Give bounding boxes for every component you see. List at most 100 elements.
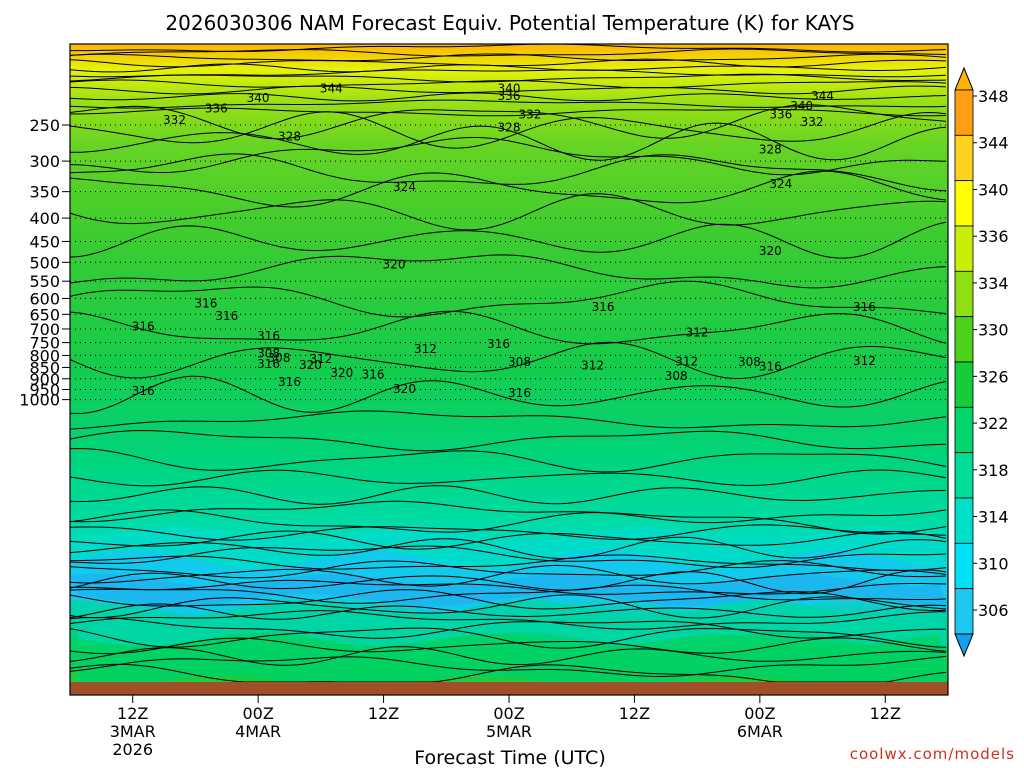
plot-area: 344 3403363403363323443403363323323283283…: [69, 43, 949, 696]
contour-line: [69, 254, 947, 289]
contour-label: 308: [268, 351, 291, 365]
colorbar: 306 310 314 318 322 326 330 334 336 340 344 348: [954, 66, 1009, 658]
contour-label: 328: [498, 120, 521, 134]
contour-label: 308: [508, 355, 531, 369]
contour-label: 320: [393, 382, 416, 396]
contour-line: [69, 170, 947, 208]
contour-line: [70, 584, 947, 604]
colorbar-label: 336: [978, 227, 1009, 246]
x-tick-label: 00Z: [493, 704, 524, 723]
contour-line: [69, 617, 947, 639]
contour-label: 332: [801, 115, 824, 129]
contour-line: [69, 469, 947, 487]
contour-label: 320: [330, 366, 353, 380]
contour-label: 336: [769, 107, 792, 121]
contour-label: 316: [362, 367, 385, 381]
y-axis: 2503003504004505005506006507007508008509…: [19, 116, 70, 410]
contour-line: [69, 85, 947, 95]
contour-label: 332: [518, 107, 541, 121]
color-band: [70, 574, 948, 606]
contour-line: [69, 111, 947, 149]
contour-label: 312: [853, 354, 876, 368]
colorbar-label: 348: [978, 87, 1009, 106]
contour-label: 316: [487, 337, 510, 351]
y-tick-label: 900: [29, 370, 60, 389]
y-tick-label: 650: [29, 305, 60, 324]
contour-line: [69, 92, 947, 102]
contour-label: 320: [759, 244, 782, 258]
contour-line: [69, 410, 947, 430]
contour-line: [69, 79, 947, 89]
contour-line: [69, 429, 947, 452]
contour-label: 312: [686, 326, 709, 340]
contour-line: [69, 564, 947, 587]
colorbar-label: 310: [978, 554, 1009, 573]
contour-line: [70, 122, 947, 161]
contour-label: 316: [853, 300, 876, 314]
y-tick-label: 500: [29, 253, 60, 272]
contour-label: 340: [247, 91, 270, 105]
x-tick-label: 5MAR: [486, 722, 532, 741]
contour-line: [69, 193, 947, 231]
y-tick-label: 250: [29, 116, 60, 135]
x-tick-label: 12Z: [117, 704, 148, 723]
contour-line: [69, 509, 947, 535]
contour-line: [69, 589, 947, 611]
contour-line: [69, 48, 947, 57]
contour-line: [70, 107, 947, 117]
y-tick-label: 400: [29, 209, 60, 228]
colorbar-label: 306: [978, 601, 1009, 620]
colorbar-high-arrow: [954, 66, 974, 91]
contour-label: 312: [309, 352, 332, 366]
x-tick-label: 3MAR: [110, 722, 156, 741]
chart-title: 2026030306 NAM Forecast Equiv. Potential…: [165, 11, 854, 35]
contour-line: [69, 579, 947, 595]
contour-line: [69, 69, 947, 78]
contour-line: [69, 53, 947, 62]
x-tick-label: 00Z: [744, 704, 775, 723]
colorbar-label: 330: [978, 321, 1009, 340]
contour-line: [69, 63, 947, 73]
contour-label: 332: [163, 113, 186, 127]
colorbar-label: 314: [978, 508, 1009, 527]
contour-label: 312: [675, 354, 698, 368]
contour-label: 344: [320, 82, 343, 96]
contour-label: 340: [790, 99, 813, 113]
contour-line: [69, 627, 947, 649]
y-tick-label: 300: [29, 152, 60, 171]
contour-line: [69, 524, 947, 541]
y-tick-label: 450: [29, 232, 60, 251]
contour-label: 308: [665, 369, 688, 383]
contour-line: [69, 221, 947, 259]
y-tick-label: 350: [29, 183, 60, 202]
contour-label: 316: [592, 300, 615, 314]
colorbar-label: 344: [978, 134, 1009, 153]
contour-line: [69, 99, 947, 109]
ground-strip: [70, 682, 948, 695]
contour-label: 324: [393, 180, 416, 194]
colorbar-low-arrow: [954, 633, 974, 658]
contour-line: [69, 500, 947, 524]
contour-line: [69, 153, 947, 192]
y-tick-label: 850: [29, 358, 60, 377]
contour-label: 316: [215, 309, 238, 323]
contour-label: 324: [769, 177, 792, 191]
watermark: coolwx.com/models: [850, 745, 1015, 763]
y-tick-label: 1000: [19, 391, 60, 410]
colorbar-swatch: [954, 406, 974, 454]
contour-line: [69, 310, 947, 345]
contour-label: 312: [581, 359, 604, 373]
colorbar-label: 318: [978, 461, 1009, 480]
contour-label: 336: [498, 89, 521, 103]
colorbar-swatch: [954, 180, 974, 227]
contour-label: 316: [194, 296, 217, 310]
y-tick-label: 950: [29, 380, 60, 399]
contour-line: [69, 530, 947, 550]
contour-label: 316: [759, 359, 782, 373]
colorbar-label: 326: [978, 367, 1009, 386]
contour-label: 316: [132, 319, 155, 333]
colorbar-swatch: [954, 225, 974, 272]
y-tick-label: 800: [29, 346, 60, 365]
x-tick-label: 2026: [112, 740, 153, 759]
